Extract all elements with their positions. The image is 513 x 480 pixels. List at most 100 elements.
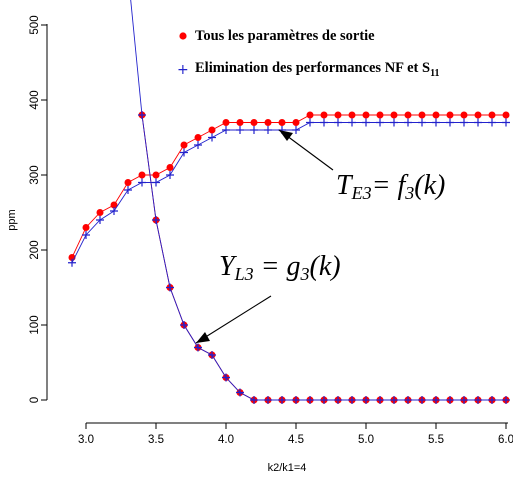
data-point-plus (446, 118, 454, 127)
data-point-dot (292, 119, 300, 126)
data-point-dot (418, 111, 426, 119)
data-point-plus (278, 396, 286, 404)
data-point-dot (208, 126, 216, 134)
data-point-plus (110, 207, 118, 215)
annotation-te3: TE3= f3(k) (278, 129, 445, 203)
legend-entry-2: Elimination des performances NF et S11 (195, 60, 440, 79)
data-point-dot (446, 111, 454, 119)
legend-red-dot-marker (179, 32, 187, 40)
x-tick-label: 6.0 (498, 434, 513, 446)
data-point-plus (180, 148, 188, 157)
data-point-plus (138, 178, 146, 187)
data-point-plus (446, 396, 454, 404)
x-tick-label: 4.5 (288, 434, 304, 446)
data-point-dot (166, 164, 174, 171)
data-point-plus (418, 396, 426, 404)
data-point-plus (418, 118, 426, 127)
annotation-yl3: YL3 = g3(k) (195, 251, 341, 344)
legend-entry-2-sub: 11 (430, 68, 439, 79)
data-point-plus (306, 396, 314, 404)
data-point-dot (334, 111, 342, 119)
series-1 (68, 111, 510, 261)
x-ticks: 3.0 3.5 4.0 4.5 5.0 5.5 6.0 (78, 423, 513, 446)
data-point-plus (124, 186, 132, 194)
data-point-plus (474, 118, 482, 127)
data-point-plus (460, 118, 468, 127)
data-point-dot (432, 111, 440, 119)
annotation-yl3-tail: (k) (310, 251, 341, 282)
data-point-plus (404, 396, 412, 404)
data-point-dot (110, 201, 118, 209)
data-point-plus (194, 141, 202, 149)
data-point-plus (222, 126, 230, 134)
data-point-dot (278, 119, 286, 126)
data-point-plus (306, 118, 314, 127)
data-point-plus (334, 396, 342, 404)
data-point-dot (348, 111, 356, 119)
data-point-plus (236, 388, 244, 397)
annotation-yl3-eq: = g (254, 251, 301, 282)
data-point-plus (250, 396, 258, 404)
data-point-dot (502, 111, 510, 119)
data-point-plus (502, 118, 510, 127)
data-point-plus (488, 118, 496, 127)
data-point-dot (362, 111, 370, 119)
data-point-plus (194, 343, 202, 352)
data-point-dot (460, 111, 468, 119)
annotation-te3-sub: E3 (351, 183, 372, 203)
data-point-plus (320, 396, 328, 404)
annotation-yl3-sub: L3 (234, 264, 254, 284)
annotation-yl3-arrowhead (196, 332, 210, 343)
annotation-te3-sub2: 3 (404, 183, 414, 203)
y-tick-label: 300 (29, 165, 41, 184)
data-point-plus (264, 396, 272, 404)
data-point-dot (124, 179, 132, 186)
y-tick-label: 0 (29, 397, 41, 403)
data-point-plus (222, 373, 230, 382)
annotation-te3-label: TE3= f3(k) (336, 170, 445, 203)
data-point-dot (264, 119, 272, 126)
data-point-dot (96, 209, 104, 216)
annotation-yl3-arrow (195, 295, 272, 344)
data-point-dot (320, 111, 328, 119)
data-point-dot (404, 111, 412, 119)
x-tick-label: 5.0 (358, 434, 374, 446)
legend-entry-1: Tous les paramètres de sortie (195, 28, 375, 44)
data-point-dot (474, 111, 482, 119)
data-point-plus (432, 396, 440, 404)
x-tick-label: 5.5 (428, 434, 444, 446)
y-ticks: 0 100 200 300 400 500 (29, 15, 47, 403)
data-point-plus (208, 351, 216, 359)
data-point-plus (138, 111, 146, 119)
data-point-plus (460, 396, 468, 404)
annotation-te3-t: T (336, 170, 354, 201)
data-point-plus (180, 321, 188, 329)
legend-blue-plus-marker: + (177, 62, 189, 78)
data-point-plus (82, 231, 90, 239)
annotation-yl3-y: Y (219, 251, 238, 282)
data-point-dot (376, 111, 384, 119)
data-point-plus (432, 118, 440, 127)
y-tick-label: 500 (29, 15, 41, 34)
x-tick-label: 3.5 (148, 434, 164, 446)
data-point-dot (138, 171, 146, 179)
data-point-dot (152, 171, 160, 179)
data-point-plus (362, 118, 370, 127)
data-point-plus (474, 396, 482, 404)
data-point-plus (390, 396, 398, 404)
data-point-dot (194, 134, 202, 141)
data-point-dot (390, 111, 398, 119)
data-point-plus (250, 126, 258, 134)
data-point-dot (306, 111, 314, 119)
data-point-dot (236, 119, 244, 126)
data-point-plus (376, 396, 384, 404)
data-point-dot (488, 111, 496, 119)
data-point-plus (376, 118, 384, 127)
y-axis-label: ppm (6, 209, 18, 230)
annotation-te3-eq: = f (372, 170, 409, 201)
data-point-plus (362, 396, 370, 404)
data-point-plus (292, 126, 300, 134)
data-point-plus (488, 396, 496, 404)
data-point-plus (68, 258, 76, 267)
